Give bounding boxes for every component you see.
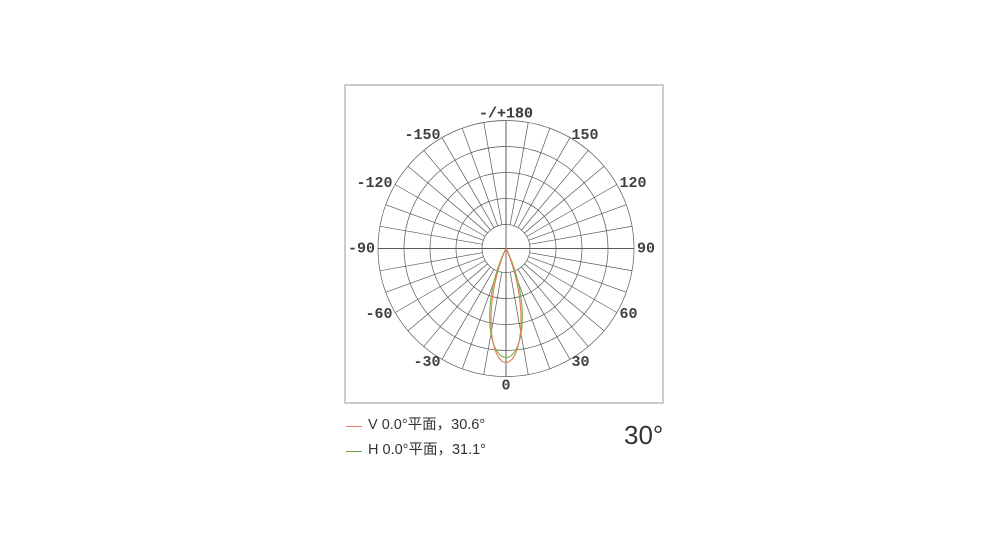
svg-text:120: 120 (619, 175, 646, 192)
svg-text:-90: -90 (348, 241, 375, 258)
svg-text:90: 90 (637, 241, 655, 258)
svg-text:-60: -60 (366, 306, 393, 323)
svg-text:-30: -30 (413, 354, 440, 371)
svg-text:30: 30 (572, 354, 590, 371)
svg-text:150: 150 (572, 127, 599, 144)
svg-text:0: 0 (501, 378, 510, 395)
svg-text:-120: -120 (357, 175, 393, 192)
svg-text:60: 60 (619, 306, 637, 323)
svg-text:-/+180: -/+180 (479, 106, 533, 123)
svg-text:-150: -150 (404, 127, 440, 144)
